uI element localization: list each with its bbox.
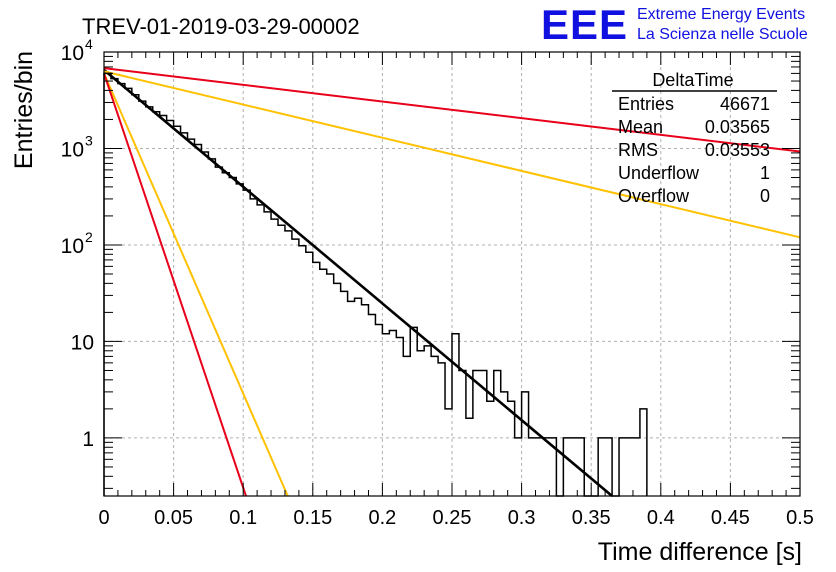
- x-axis-label: Time difference [s]: [598, 538, 802, 566]
- stats-value-overflow: 0: [760, 186, 770, 206]
- y-tick-exponent: 4: [85, 36, 93, 52]
- y-tick-label: 10: [61, 42, 84, 65]
- fit-line-upper-slow: [103, 67, 801, 153]
- grid-lines: [104, 52, 800, 496]
- fit-line-fit: [103, 69, 613, 497]
- y-axis-label: Entries/bin: [10, 51, 38, 169]
- x-tick-label: 0.15: [293, 507, 332, 529]
- x-tick-label: 0.4: [647, 507, 675, 529]
- y-tick-exponent: 3: [85, 132, 93, 148]
- axis-tick-labels: 0 0.05 0.1 0.15 0.2 0.25 0.3 0.35 0.4 0.45 0.51101…: [61, 36, 814, 529]
- fit-line-upper-fast: [103, 73, 289, 497]
- logo-mark: EEE: [541, 1, 628, 48]
- x-tick-label: 0.45: [711, 507, 750, 529]
- x-tick-label: 0.3: [508, 507, 536, 529]
- fit-line-lower-fast: [103, 73, 247, 497]
- x-tick-label: 0.05: [154, 507, 193, 529]
- x-tick-label: 0.2: [368, 507, 396, 529]
- stats-box: DeltaTime Entries 46671 Mean 0.03565 RMS 0.03…: [612, 70, 777, 206]
- logo-line-1: Extreme Energy Events: [637, 6, 805, 23]
- chart-title: TREV-01-2019-03-29-00002: [82, 14, 360, 39]
- eee-logo: EEE Extreme Energy Events La Scienza nel…: [541, 1, 808, 48]
- y-tick-label: 10: [61, 235, 84, 258]
- stats-label-overflow: Overflow: [618, 186, 690, 206]
- stats-value-rms: 0.03553: [705, 140, 770, 160]
- stats-label-entries: Entries: [618, 94, 674, 114]
- y-tick-exponent: 2: [85, 229, 93, 245]
- stats-label-underflow: Underflow: [618, 163, 700, 183]
- stats-rows: Entries 46671 Mean 0.03565 RMS 0.03553Underfl…: [618, 94, 770, 206]
- x-tick-label: 0: [98, 507, 109, 529]
- x-tick-label: 0.5: [786, 507, 814, 529]
- stats-value-underflow: 1: [760, 163, 770, 183]
- stats-label-mean: Mean: [618, 117, 663, 137]
- y-tick-label: 1: [82, 428, 94, 451]
- stats-value-entries: 46671: [720, 94, 770, 114]
- y-tick-label: 10: [71, 331, 94, 354]
- stats-title: DeltaTime: [652, 70, 733, 90]
- x-tick-label: 0.35: [572, 507, 611, 529]
- x-tick-label: 0.25: [433, 507, 472, 529]
- axis-ticks: [103, 51, 801, 496]
- y-tick-label: 10: [61, 138, 84, 161]
- fit-line-lower-slow: [103, 70, 801, 239]
- plot-series: [103, 67, 801, 497]
- histogram-outline: [103, 72, 648, 497]
- x-tick-label: 0.1: [229, 507, 257, 529]
- stats-value-mean: 0.03565: [705, 117, 770, 137]
- stats-label-rms: RMS: [618, 140, 658, 160]
- logo-line-2: La Scienza nelle Scuole: [637, 26, 808, 43]
